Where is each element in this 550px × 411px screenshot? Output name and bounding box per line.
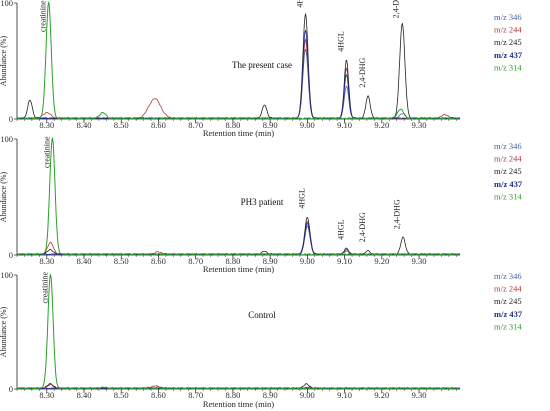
x-tick-label: 8.70 [188,120,203,130]
x-tick-label: 8.50 [114,120,129,130]
peak-annotation: creatinine [39,0,48,32]
peak-annotation: 4HGL [297,188,306,209]
x-tick-label: 8.60 [151,390,166,400]
y-tick-label: 0 [9,250,13,260]
legend-entry: m/z 245 [494,166,522,176]
series-line-m-z-314 [16,1,461,120]
x-tick-label: 8.70 [188,390,203,400]
legend-entry: m/z 346 [494,141,522,151]
peak-annotation: creatinine [41,272,50,304]
x-tick-label: 9.00 [300,390,315,400]
legend-entry: m/z 244 [494,154,522,164]
panel-title: Control [248,310,276,320]
peak-annotation: 2,4-DHG [358,212,367,242]
x-tick-label: 8.60 [151,256,166,266]
y-tick-label: 0 [9,384,13,394]
x-axis-label: Retention time (min) [203,264,274,274]
x-tick-label: 8.80 [225,390,240,400]
x-tick-label: 8.90 [263,120,278,130]
x-tick-label: 8.50 [114,256,129,266]
x-tick-label: 8.50 [114,390,129,400]
x-tick-label: 8.30 [39,256,54,266]
series-line-m-z-346 [16,225,461,256]
x-tick-label: 8.30 [39,390,54,400]
x-tick-label: 9.20 [374,256,389,266]
peak-annotation: 4HGL [296,0,305,8]
peak-annotation: 2,4-DHG [392,199,401,229]
x-tick-label: 9.30 [412,120,427,130]
y-axis-label: Abundance (%) [0,171,8,222]
x-tick-label: 9.10 [337,390,352,400]
legend-entry: m/z 244 [494,25,522,35]
peak-annotation: 4HGL [336,219,345,240]
legend-entry: m/z 437 [494,309,523,319]
y-tick-label: 0 [9,114,13,124]
y-axis-label: Abundance (%) [0,35,8,86]
legend-entry: m/z 245 [494,296,522,306]
peak-annotation: 4HGL [336,31,345,52]
x-axis-label: Retention time (min) [203,399,274,409]
x-tick-label: 9.10 [337,120,352,130]
x-tick-label: 8.80 [225,120,240,130]
peak-annotation: 2,4-DHG [392,0,401,18]
x-tick-label: 8.60 [151,120,166,130]
legend-entry: m/z 437 [494,50,523,60]
y-tick-label: 100 [0,270,13,280]
legend-entry: m/z 437 [494,179,523,189]
x-axis-label: Retention time (min) [203,128,274,138]
panel-title: PH3 patient [241,197,284,207]
x-tick-label: 8.30 [39,120,54,130]
x-tick-label: 8.70 [188,256,203,266]
legend-entry: m/z 346 [494,12,522,22]
legend-entry: m/z 314 [494,321,522,331]
panel-title: The present case [232,60,292,70]
chart-panel-3: 8.30 8.40 8.50 8.60 8.70 8.80 8.90 9.00 9.10 9.20… [0,270,523,409]
x-tick-label: 9.30 [412,256,427,266]
x-tick-label: 8.40 [77,256,92,266]
y-axis-label: Abundance (%) [0,306,8,357]
x-tick-label: 9.10 [337,256,352,266]
x-tick-label: 9.00 [300,120,315,130]
y-tick-label: 100 [0,134,13,144]
x-tick-label: 8.90 [263,256,278,266]
x-tick-label: 9.00 [300,256,315,266]
series-line-m-z-437 [16,29,461,120]
legend-entry: m/z 314 [494,62,522,72]
chart-panel-1: 8.30 8.40 8.50 8.60 8.70 8.80 8.90 9.00 9.10 9.20… [0,0,523,138]
x-tick-label: 9.30 [412,390,427,400]
x-tick-label: 8.90 [263,390,278,400]
x-tick-label: 8.40 [77,120,92,130]
legend-entry: m/z 245 [494,37,522,47]
chart-panel-2: 8.30 8.40 8.50 8.60 8.70 8.80 8.90 9.00 9.10 9.20… [0,134,523,274]
x-tick-label: 8.80 [225,256,240,266]
x-tick-label: 9.20 [374,120,389,130]
legend-entry: m/z 346 [494,271,522,281]
series-line-m-z-314 [16,274,461,390]
series-line-m-z-244 [16,38,461,120]
peak-annotation: 2,4-DHG [358,57,367,87]
series-line-m-z-314 [16,137,461,256]
x-tick-label: 8.40 [77,390,92,400]
x-tick-label: 9.20 [374,390,389,400]
peak-annotation: creatinine [42,136,51,168]
legend-entry: m/z 314 [494,191,522,201]
y-tick-label: 100 [0,0,13,8]
legend-entry: m/z 244 [494,284,522,294]
